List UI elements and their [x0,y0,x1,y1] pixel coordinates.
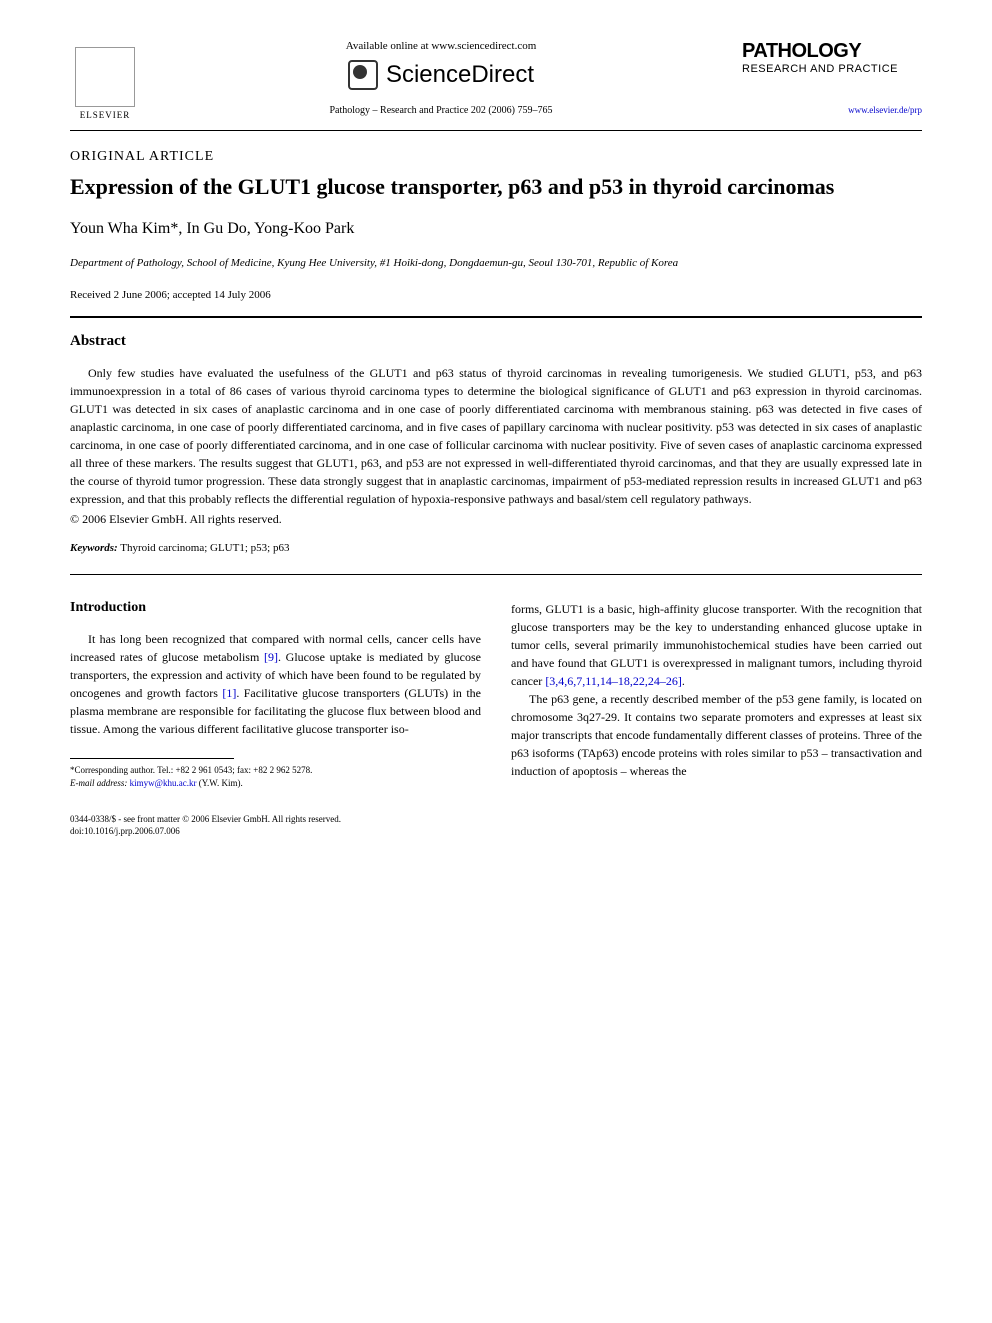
sciencedirect-icon [348,60,378,90]
elsevier-text: ELSEVIER [80,110,131,120]
citation-text: Pathology – Research and Practice 202 (2… [140,105,742,116]
section-divider [70,574,922,575]
elsevier-tree-icon [75,47,135,107]
email-line: E-mail address: kimyw@khu.ac.kr (Y.W. Ki… [70,777,481,790]
article-dates: Received 2 June 2006; accepted 14 July 2… [70,289,922,301]
introduction-heading: Introduction [70,600,481,616]
intro-paragraph-2: The p63 gene, a recently described membe… [511,690,922,780]
affiliation: Department of Pathology, School of Medic… [70,256,922,271]
email-label: E-mail address: [70,778,127,788]
journal-url[interactable]: www.elsevier.de/prp [742,105,922,115]
article-type: ORIGINAL ARTICLE [70,149,922,165]
elsevier-logo: ELSEVIER [70,40,140,120]
reference-link[interactable]: [3,4,6,7,11,14–18,22,24–26] [545,674,682,688]
available-online-text: Available online at www.sciencedirect.co… [140,40,742,52]
email-address[interactable]: kimyw@khu.ac.kr [127,778,196,788]
authors: Youn Wha Kim*, In Gu Do, Yong-Koo Park [70,220,922,238]
footer-info: 0344-0338/$ - see front matter © 2006 El… [70,814,922,837]
body-columns: Introduction It has long been recognized… [70,600,922,789]
abstract-text: Only few studies have evaluated the usef… [70,364,922,508]
reference-link[interactable]: [1] [222,686,236,700]
keywords-label: Keywords: [70,542,118,554]
divider [70,130,922,131]
email-attribution: (Y.W. Kim). [196,778,242,788]
journal-name: PATHOLOGY [742,40,922,63]
article-title: Expression of the GLUT1 glucose transpor… [70,173,922,202]
journal-branding: PATHOLOGY RESEARCH AND PRACTICE www.else… [742,40,922,115]
sciencedirect-text: ScienceDirect [386,61,534,89]
reference-link[interactable]: [9] [264,650,278,664]
section-divider [70,316,922,318]
sciencedirect-branding: ScienceDirect [140,60,742,90]
keywords-text: Thyroid carcinoma; GLUT1; p53; p63 [118,542,290,554]
intro-continuation: forms, GLUT1 is a basic, high-affinity g… [511,600,922,690]
right-column: forms, GLUT1 is a basic, high-affinity g… [511,600,922,789]
intro-paragraph-1: It has long been recognized that compare… [70,630,481,738]
left-column: Introduction It has long been recognized… [70,600,481,789]
doi-info: doi:10.1016/j.prp.2006.07.006 [70,826,922,838]
copyright: © 2006 Elsevier GmbH. All rights reserve… [70,512,922,527]
corresponding-author-footnote: *Corresponding author. Tel.: +82 2 961 0… [70,764,481,789]
corresponding-author: *Corresponding author. Tel.: +82 2 961 0… [70,764,481,777]
issn-info: 0344-0338/$ - see front matter © 2006 El… [70,814,922,826]
page-header: ELSEVIER Available online at www.science… [70,40,922,120]
center-header: Available online at www.sciencedirect.co… [140,40,742,116]
journal-subtitle: RESEARCH AND PRACTICE [742,63,922,75]
abstract-heading: Abstract [70,333,922,350]
footnote-divider [70,758,234,759]
keywords: Keywords: Thyroid carcinoma; GLUT1; p53;… [70,542,922,554]
